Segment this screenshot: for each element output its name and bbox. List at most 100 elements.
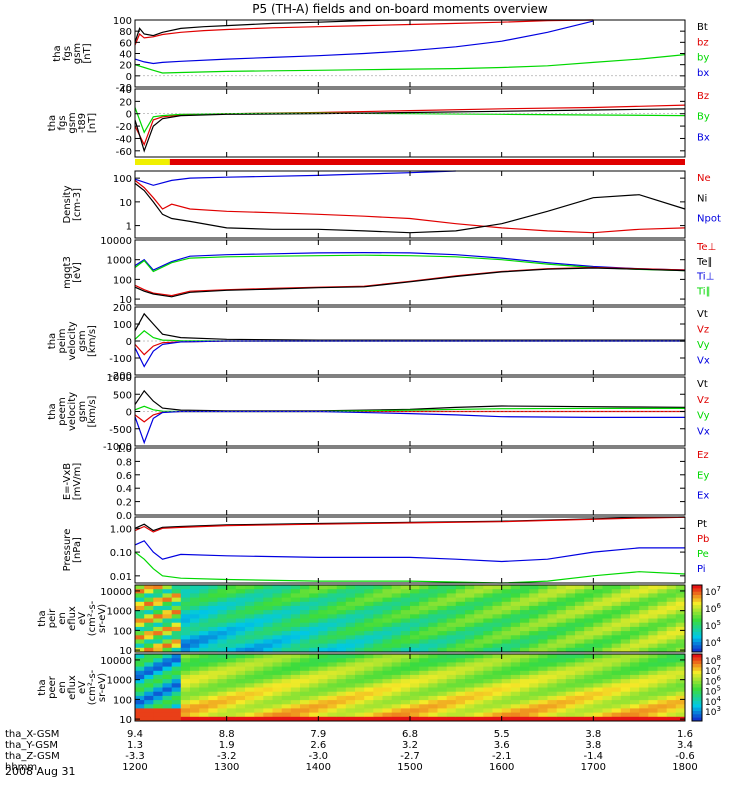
heatmap-cell [666,585,677,590]
heatmap-cell [657,618,668,624]
heatmap-cell [520,589,530,594]
heatmap-cell [153,585,163,590]
heatmap-cell [455,666,466,672]
heatmap-cell [575,700,585,705]
heatmap-cell [400,666,411,672]
heatmap-cell [217,679,228,684]
heatmap-cell [428,635,438,640]
heatmap-cell [556,683,567,688]
heatmap-cell [254,679,264,684]
heatmap-cell [410,631,420,636]
heatmap-cell [345,666,356,672]
heatmap-cell [336,626,347,632]
x-axis-row-label: tha_Y-GSM [5,740,58,751]
heatmap-cell [547,695,558,701]
heatmap-cell [300,679,310,684]
heatmap-cell [455,708,466,714]
y-axis-label: (cm²-s- [87,669,98,705]
heatmap-cell [538,589,548,594]
heatmap-cell [593,610,603,615]
heatmap-cell [373,658,383,663]
heatmap-cell [620,716,631,722]
heatmap-cell [666,716,677,722]
heatmap-cell [373,647,383,653]
heatmap-cell [630,589,640,594]
heatmap-cell [235,589,246,594]
heatmap-cell [620,593,631,599]
heatmap-cell [199,662,209,668]
heatmap-cell [547,716,558,722]
heatmap-cell [144,593,154,599]
heatmap-cell [593,626,603,632]
heatmap-cell [510,639,521,645]
heatmap-cell [419,662,429,668]
colorbar-segment [692,697,702,702]
heatmap-cell [290,712,301,718]
heatmap-cell [666,605,677,611]
heatmap-cell [272,708,283,714]
heatmap-cell [272,610,283,615]
heatmap-cell [162,670,173,676]
heatmap-cell [171,687,182,693]
heatmap-cell [135,670,145,676]
heatmap-cell [556,662,567,668]
heatmap-cell [226,716,237,722]
heatmap-cell [639,687,649,693]
heatmap-cell [162,654,173,659]
legend-entry: by [697,53,709,64]
heatmap-cell [190,618,200,624]
heatmap-cell [483,654,493,659]
series-line-Vt [134,389,686,412]
heatmap-cell [428,679,438,684]
heatmap-cell [199,585,209,590]
heatmap-cell [556,700,567,705]
heatmap-cell [428,631,438,636]
heatmap-cell [345,643,356,649]
heatmap-cell [437,635,448,640]
heatmap-cell [309,658,319,663]
y-axis-label: peim [57,328,68,353]
heatmap-cell [639,700,649,705]
heatmap-cell [510,635,521,640]
heatmap-cell [290,666,301,672]
heatmap-cell [162,605,173,611]
heatmap-cell [593,635,603,640]
heatmap-cell [465,610,475,615]
heatmap-cell [565,597,576,603]
heatmap-cell [584,662,594,668]
heatmap-cell [162,643,173,649]
heatmap-cell [400,589,411,594]
heatmap-cell [483,695,493,701]
heatmap-cell [639,716,649,722]
heatmap-cell [510,662,521,668]
heatmap-cell [272,585,283,590]
heatmap-cell [630,674,640,680]
heatmap-cell [501,679,512,684]
heatmap-cell [171,666,182,672]
heatmap-cell [345,610,356,615]
heatmap-cell [630,593,640,599]
heatmap-cell [419,700,429,705]
heatmap-cell [565,654,576,659]
heatmap-cell [648,631,658,636]
heatmap-cell [144,647,154,653]
heatmap-cell [199,712,209,718]
heatmap-cell [675,679,686,684]
heatmap-cell [364,695,374,701]
heatmap-cell [382,679,393,684]
heatmap-cell [391,670,402,676]
heatmap-cell [620,658,631,663]
heatmap-cell [648,618,658,624]
heatmap-cell [538,662,548,668]
heatmap-cell [483,662,493,668]
heatmap-cell [428,610,438,615]
heatmap-cell [620,708,631,714]
heatmap-cell [639,626,649,632]
heatmap-cell [208,695,218,701]
heatmap-cell [235,622,246,628]
heatmap-cell [318,666,328,672]
heatmap-cell [455,679,466,684]
heatmap-cell [190,700,200,705]
